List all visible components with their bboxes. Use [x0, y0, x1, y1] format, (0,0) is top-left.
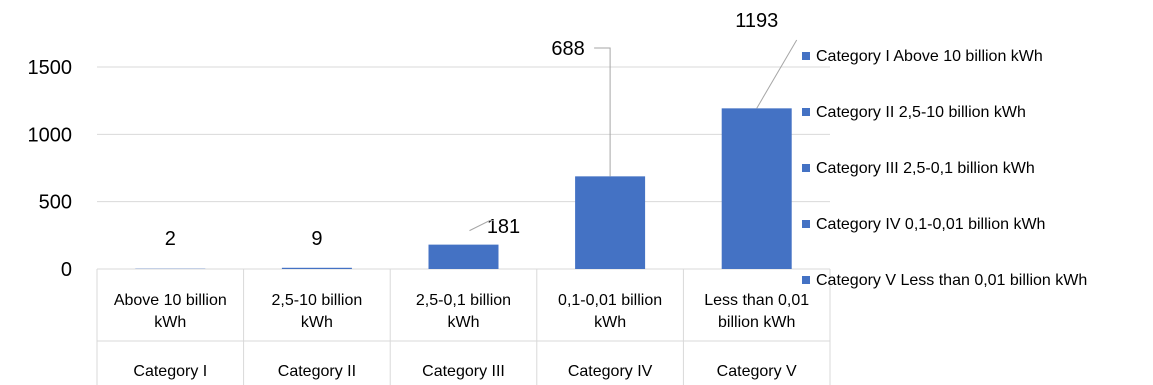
y-tick-label: 500	[39, 192, 72, 214]
data-label: 1193	[735, 10, 778, 32]
category-label-line1: 2,5-0,1 billion	[416, 292, 511, 309]
category-label-line1: Less than 0,01	[704, 292, 809, 309]
category-label-line2: kWh	[448, 314, 480, 331]
category-label-line2: kWh	[154, 314, 186, 331]
legend-swatch	[802, 108, 810, 116]
category-group-label: Category III	[422, 363, 505, 380]
category-group-label: Category II	[278, 363, 356, 380]
category-label-line1: Above 10 billion	[114, 292, 227, 309]
category-group-label: Category IV	[568, 363, 653, 380]
category-label-line2: kWh	[301, 314, 333, 331]
legend-label: Category III 2,5-0,1 billion kWh	[816, 160, 1035, 177]
category-label-line2: kWh	[594, 314, 626, 331]
legend-swatch	[802, 164, 810, 172]
legend-label: Category IV 0,1-0,01 billion kWh	[816, 216, 1045, 233]
data-label: 181	[487, 216, 520, 238]
bar	[575, 176, 646, 269]
legend-swatch	[802, 220, 810, 228]
legend-label: Category II 2,5-10 billion kWh	[816, 104, 1026, 121]
y-tick-label: 1000	[28, 124, 73, 146]
category-label-line1: 2,5-10 billion	[272, 292, 363, 309]
category-group-label: Category V	[717, 363, 797, 380]
data-label: 9	[311, 228, 322, 250]
data-label-leader-line	[756, 39, 798, 109]
data-label-leader-line	[469, 220, 494, 232]
category-group-label: Category I	[133, 363, 207, 380]
category-label-line1: 0,1-0,01 billion	[558, 292, 662, 309]
data-label-leader-line	[594, 47, 611, 177]
bar	[428, 244, 499, 269]
legend-swatch	[802, 276, 810, 284]
y-tick-label: 0	[61, 259, 72, 281]
y-tick-label: 1500	[28, 57, 73, 79]
bar	[281, 267, 352, 269]
data-label: 688	[551, 38, 584, 60]
category-label-line2: billion kWh	[718, 314, 795, 331]
legend-swatch	[802, 52, 810, 60]
data-label: 2	[165, 228, 176, 250]
bar	[721, 108, 792, 269]
legend-label: Category I Above 10 billion kWh	[816, 48, 1043, 65]
legend-label: Category V Less than 0,01 billion kWh	[816, 272, 1087, 289]
